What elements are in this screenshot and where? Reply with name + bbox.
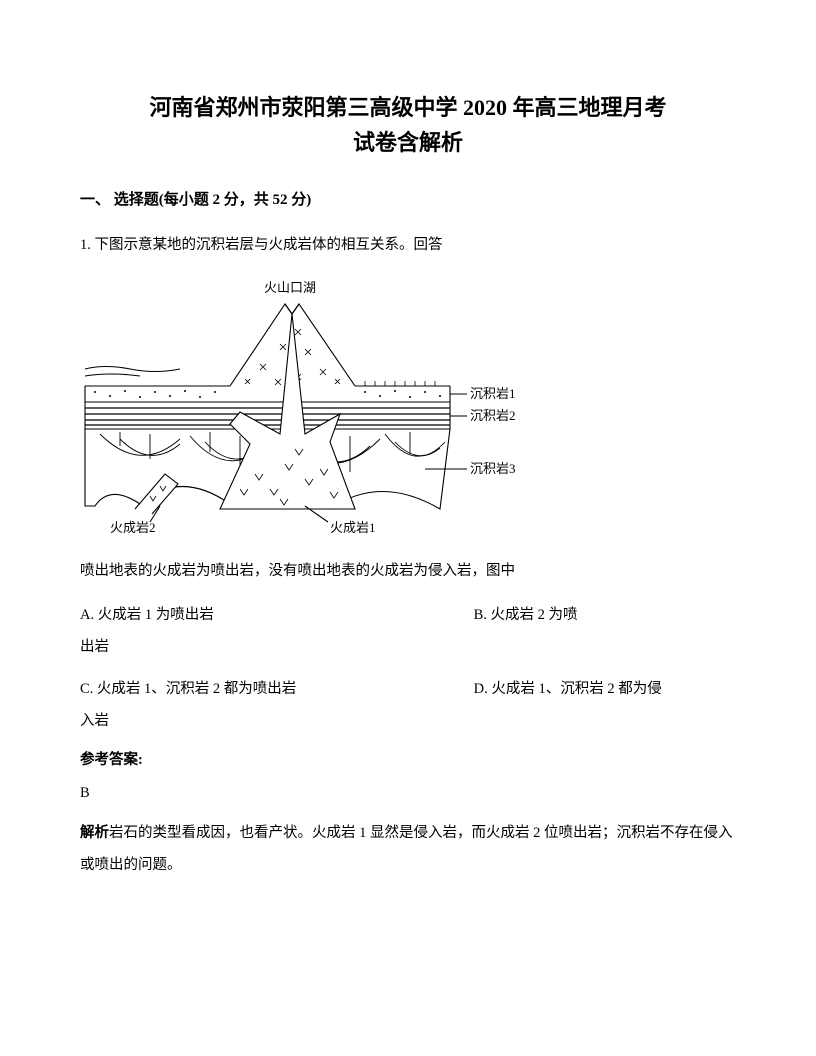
title-line2: 试卷含解析: [80, 125, 736, 160]
analysis-body: 岩石的类型看成因，也看产状。火成岩 1 显然是侵入岩，而火成岩 2 位喷出岩；沉…: [80, 825, 733, 873]
option-d-part1: D. 火成岩 1、沉积岩 2 都为侵: [474, 674, 736, 706]
answer-header: 参考答案:: [80, 748, 736, 769]
question-stem: 1. 下图示意某地的沉积岩层与火成岩体的相互关系。回答: [80, 231, 736, 260]
exam-title: 河南省郑州市荥阳第三高级中学 2020 年高三地理月考 试卷含解析: [80, 90, 736, 160]
exam-page: 河南省郑州市荥阳第三高级中学 2020 年高三地理月考 试卷含解析 一、 选择题…: [0, 0, 816, 942]
figure-svg: 火山口湖 沉积岩1 沉积岩2 沉积岩3 火成岩1 火成岩2: [80, 274, 520, 534]
label-sed1: 沉积岩1: [470, 386, 516, 401]
analysis-block: 解析岩石的类型看成因，也看产状。火成岩 1 显然是侵入岩，而火成岩 2 位喷出岩…: [80, 818, 736, 882]
option-b-part1: B. 火成岩 2 为喷: [474, 600, 736, 632]
option-c: C. 火成岩 1、沉积岩 2 都为喷出岩: [80, 674, 441, 706]
label-sed2: 沉积岩2: [470, 408, 516, 423]
label-sed3: 沉积岩3: [470, 461, 516, 476]
question-prompt: 喷出地表的火成岩为喷出岩，没有喷出地表的火成岩为侵入岩，图中: [80, 557, 736, 586]
label-ig2: 火成岩2: [110, 520, 156, 534]
title-line1: 河南省郑州市荥阳第三高级中学 2020 年高三地理月考: [80, 90, 736, 125]
options-row-1: A. 火成岩 1 为喷出岩 B. 火成岩 2 为喷 出岩: [80, 600, 736, 664]
answer-value: B: [80, 785, 736, 802]
label-crater-lake: 火山口湖: [264, 280, 316, 295]
option-b-part2: 出岩: [80, 632, 736, 664]
geology-figure: 火山口湖 沉积岩1 沉积岩2 沉积岩3 火成岩1 火成岩2: [80, 274, 736, 539]
analysis-lead: 解析: [80, 825, 109, 841]
label-ig1: 火成岩1: [330, 520, 376, 534]
option-a: A. 火成岩 1 为喷出岩: [80, 600, 441, 632]
option-d-part2: 入岩: [80, 706, 736, 738]
section-header: 一、 选择题(每小题 2 分，共 52 分): [80, 188, 736, 209]
options-row-2: C. 火成岩 1、沉积岩 2 都为喷出岩 D. 火成岩 1、沉积岩 2 都为侵 …: [80, 674, 736, 738]
